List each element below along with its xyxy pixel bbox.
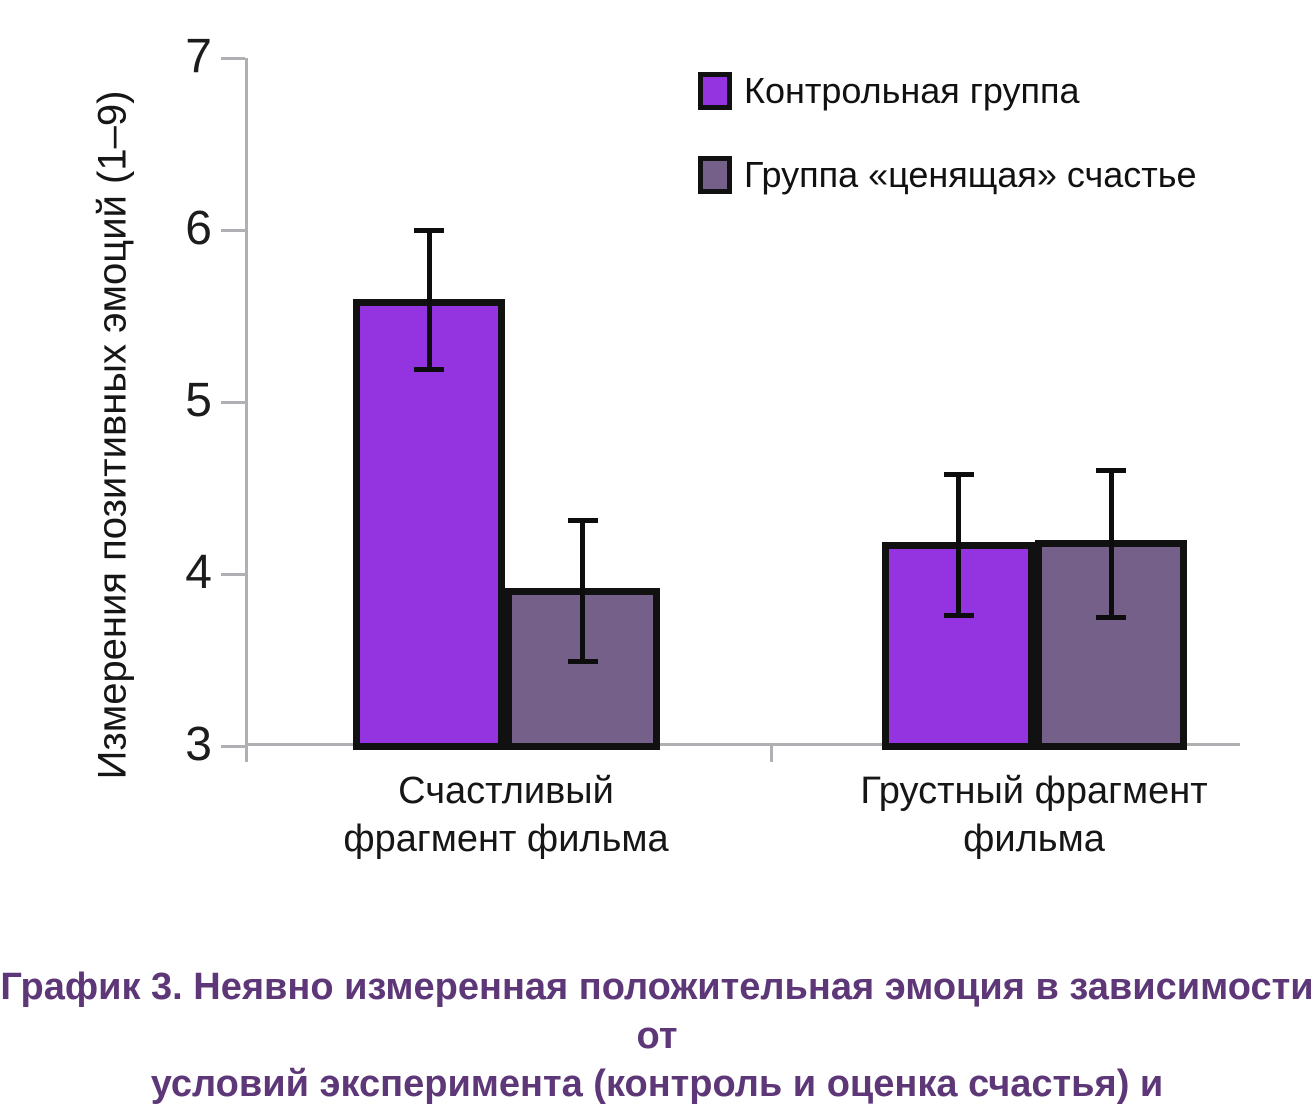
legend: Контрольная группа Группа «ценящая» счас…	[698, 70, 1197, 240]
category-label-sad-line1: Грустный фрагмент	[860, 770, 1208, 812]
error-bar-control-sad-cap-bottom	[943, 612, 974, 618]
error-bar-valuing-happy-cap-bottom	[567, 659, 598, 665]
y-axis-title: Измерения позитивных эмоций (1–9)	[90, 90, 135, 780]
category-boundary-tick	[770, 743, 773, 762]
legend-item-valuing: Группа «ценящая» счастье	[698, 154, 1197, 195]
caption-line-1: График 3. Неявно измеренная положительна…	[0, 966, 1314, 1057]
legend-label-control: Контрольная группа	[744, 70, 1080, 111]
legend-label-valuing: Группа «ценящая» счастье	[744, 154, 1197, 195]
bar-valuing-sad	[1035, 540, 1187, 750]
error-bar-control-sad-line	[956, 474, 961, 616]
y-tick	[221, 401, 245, 404]
y-tick	[221, 57, 245, 60]
y-tick-label: 4	[185, 546, 212, 599]
error-bar-control-sad-cap-top	[943, 471, 974, 477]
category-label-happy-film: Счастливый фрагмент фильма	[296, 768, 716, 863]
bar-control-happy	[353, 299, 505, 750]
control-color-swatch	[698, 72, 732, 110]
category-label-sad-film: Грустный фрагмент фильма	[824, 768, 1244, 863]
valuing-color-swatch	[698, 156, 732, 194]
error-bar-control-happy-line	[426, 230, 432, 370]
error-bar-valuing-sad-cap-bottom	[1096, 614, 1126, 620]
error-bar-valuing-happy-cap-top	[567, 518, 598, 524]
error-bar-valuing-happy-line	[580, 520, 585, 662]
y-tick	[221, 745, 245, 748]
error-bar-valuing-sad-line	[1108, 470, 1114, 617]
y-tick	[221, 573, 245, 576]
error-bar-control-happy-cap-bottom	[414, 366, 444, 372]
y-axis-line	[245, 58, 248, 762]
y-tick-label: 3	[185, 718, 212, 771]
error-bar-control-happy-cap-top	[414, 227, 444, 233]
y-tick-label: 5	[185, 374, 212, 427]
error-bar-valuing-sad-cap-top	[1096, 468, 1126, 474]
category-label-happy-line1: Счастливый	[398, 770, 614, 812]
category-label-happy-line2: фрагмент фильма	[343, 817, 669, 860]
legend-item-control: Контрольная группа	[698, 70, 1197, 111]
x-axis-line	[245, 743, 1240, 746]
caption-line-2: условий эксперимента (контроль и оценка …	[150, 1063, 1164, 1106]
y-tick-label: 7	[185, 30, 212, 83]
figure-caption: График 3. Неявно измеренная положительна…	[0, 963, 1314, 1110]
y-tick-label: 6	[185, 202, 212, 255]
y-tick	[221, 229, 245, 232]
category-label-sad-line2: фильма	[963, 817, 1105, 860]
